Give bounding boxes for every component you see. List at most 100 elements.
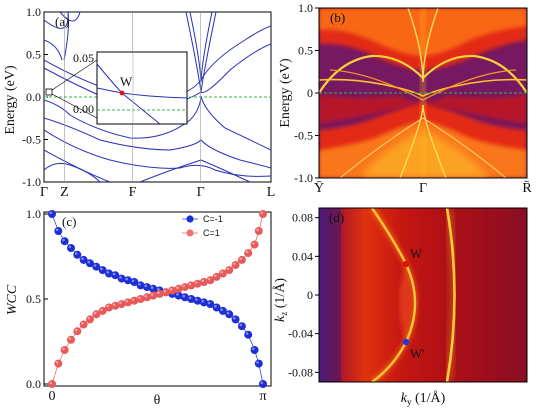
- d-ytick-label: -0.04: [288, 327, 313, 341]
- c-point-highlight: [119, 276, 122, 279]
- c-point-neg: [250, 346, 259, 354]
- c-point-highlight: [93, 264, 97, 267]
- c-point-pos: [237, 255, 246, 264]
- c-point-pos: [130, 296, 139, 305]
- c-point-neg: [85, 259, 94, 268]
- c-point-pos: [104, 303, 113, 312]
- a-ytick-label: -1.0: [22, 175, 41, 189]
- c-ytick-label: 1.0: [26, 207, 41, 221]
- b-kpath-label: Γ: [419, 181, 427, 196]
- c-point-highlight: [138, 296, 141, 300]
- c-point-neg: [187, 295, 196, 303]
- panel-a-ylabel: Energy (eV): [3, 65, 18, 135]
- inset-weyl-point: [119, 90, 125, 96]
- c-point-highlight: [150, 286, 154, 289]
- a-kpath-label: Z: [60, 185, 69, 200]
- panel-c-ylabel: WCC: [5, 284, 20, 315]
- c-point-highlight: [49, 211, 53, 215]
- c-point-pos: [111, 301, 120, 310]
- a-band: [44, 39, 63, 61]
- c-point-highlight: [239, 257, 242, 261]
- c-point-highlight: [163, 289, 167, 293]
- c-point-highlight: [100, 267, 103, 271]
- c-point-pos: [193, 279, 202, 288]
- c-point-neg: [225, 310, 234, 319]
- c-point-highlight: [125, 277, 129, 281]
- a-band: [44, 95, 271, 151]
- c-point-neg: [54, 227, 63, 235]
- b-ytick-label: 0: [307, 86, 313, 100]
- c-point-neg: [117, 274, 126, 283]
- b-kpath-label: Ȳ: [314, 180, 324, 196]
- c-point-highlight: [260, 211, 264, 215]
- c-point-highlight: [169, 288, 173, 291]
- legend-label-c-pos: C=1: [203, 228, 220, 238]
- c-point-highlight: [252, 242, 255, 245]
- c-point-pos: [136, 295, 145, 303]
- c-point-pos: [199, 278, 208, 286]
- c-point-highlight: [68, 245, 72, 249]
- a-band: [44, 117, 271, 169]
- c-point-highlight: [260, 381, 264, 385]
- panel-c-label: (c): [62, 214, 76, 229]
- a-kpath-label: Γ: [197, 185, 205, 200]
- c-point-highlight: [144, 294, 148, 298]
- c-point-highlight: [201, 299, 205, 303]
- c-point-highlight: [214, 274, 217, 278]
- panel-a: 1.00.50.0-0.5-1.0Γ Z F Γ L 0.05 0.00 W (a) E…: [3, 5, 275, 200]
- a-kpath-label: L: [267, 185, 276, 200]
- panel-c-frame: [43, 211, 272, 387]
- inset-weyl-label: W: [120, 74, 133, 89]
- c-point-highlight: [93, 311, 97, 315]
- legend-label-c-neg: C=-1: [203, 214, 223, 224]
- c-point-highlight: [131, 298, 135, 301]
- c-point-pos: [92, 310, 101, 319]
- c-point-highlight: [245, 332, 249, 335]
- c-point-pos: [254, 227, 263, 235]
- c-point-neg: [259, 380, 267, 388]
- c-point-highlight: [74, 252, 78, 255]
- c-point-highlight: [214, 305, 217, 308]
- c-point-pos: [218, 269, 227, 278]
- c-point-pos: [244, 249, 253, 258]
- panel-c-legend: C=-1 C=1: [182, 214, 223, 238]
- zoom-line-top: [51, 59, 98, 91]
- c-point-highlight: [176, 293, 179, 296]
- c-point-highlight: [207, 301, 211, 305]
- c-point-highlight: [233, 262, 236, 266]
- c-point-highlight: [144, 284, 148, 288]
- c-point-highlight: [49, 381, 53, 385]
- panel-c-points: [48, 210, 267, 388]
- weyl-point-W: [402, 260, 410, 268]
- c-ytick-label: 0.0: [26, 377, 41, 391]
- c-point-neg: [98, 266, 107, 275]
- b-ytick-label: -0.5: [294, 129, 313, 143]
- weyl-label-W: W: [410, 246, 423, 261]
- c-point-neg: [180, 293, 189, 302]
- c-point-highlight: [233, 316, 236, 320]
- weyl-point-Wprime: [402, 338, 410, 346]
- panel-d: 0.08 0.04 0 -0.04 -0.08 W W' (d) kz (1/Å) ky…: [272, 207, 528, 407]
- c-point-highlight: [195, 298, 198, 301]
- c-point-neg: [174, 291, 183, 300]
- c-point-neg: [212, 303, 221, 312]
- c-point-pos: [149, 291, 158, 300]
- c-point-pos: [123, 298, 132, 307]
- c-point-highlight: [239, 323, 242, 327]
- c-point-highlight: [256, 228, 259, 232]
- c-point-pos: [225, 266, 234, 275]
- c-point-highlight: [245, 250, 249, 254]
- legend-marker-c-pos: [186, 229, 194, 237]
- c-point-highlight: [138, 282, 141, 286]
- a-band: [44, 129, 271, 177]
- c-point-neg: [193, 296, 202, 305]
- c-point-pos: [161, 288, 170, 297]
- panel-b-heatmap: [319, 8, 527, 178]
- c-point-highlight: [201, 279, 205, 283]
- panel-c: 1.0 0.5 0.0 0 π C=-1 C=1 (c) WCC θ: [5, 207, 272, 408]
- c-point-neg: [60, 237, 69, 246]
- c-point-pos: [231, 261, 240, 269]
- c-point-highlight: [176, 286, 179, 289]
- a-ytick-label: 0.0: [26, 90, 41, 104]
- d-ytick-label: -0.08: [288, 365, 313, 379]
